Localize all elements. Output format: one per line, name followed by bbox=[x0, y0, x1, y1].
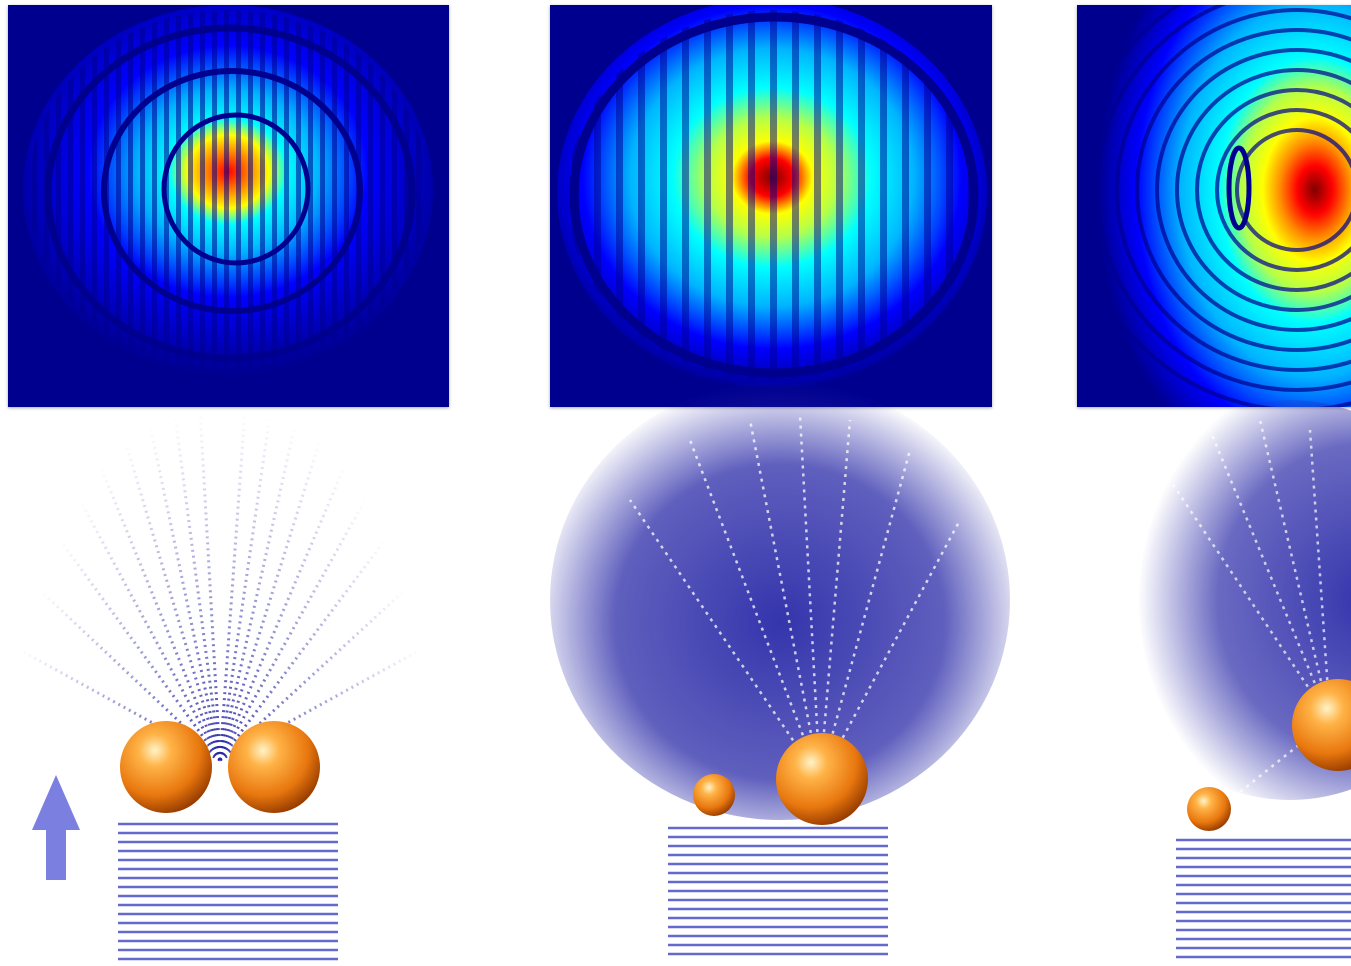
near-field-heatmap-1 bbox=[8, 5, 449, 407]
scattering-diagram-2 bbox=[550, 380, 1010, 956]
panel-asymmetric-dimer bbox=[520, 0, 1030, 966]
panel-offset-asymmetric-dimer bbox=[1060, 0, 1351, 966]
scattered-rays-3 bbox=[1168, 419, 1332, 801]
scattered-field-3 bbox=[1100, 400, 1351, 800]
incident-wavefronts-1 bbox=[118, 822, 338, 961]
incident-wavefronts-3 bbox=[1176, 838, 1351, 959]
nanoparticle-small-2 bbox=[693, 774, 735, 816]
near-field-heatmap-3 bbox=[1077, 5, 1351, 407]
nanoparticle-right-1 bbox=[228, 721, 320, 813]
nanoparticle-left-1 bbox=[120, 721, 212, 813]
panel-symmetric-dimer bbox=[0, 0, 480, 966]
scattering-diagram-3 bbox=[1100, 400, 1351, 959]
nanoparticle-small-3 bbox=[1187, 787, 1231, 831]
incident-direction-arrow bbox=[32, 775, 80, 880]
incident-wavefronts-2 bbox=[668, 826, 888, 956]
scattered-rays-1 bbox=[19, 408, 421, 762]
ring-fringes-3 bbox=[1077, 5, 1351, 407]
scattered-rays-2 bbox=[628, 414, 962, 781]
scattered-field-2 bbox=[550, 380, 1010, 820]
nanoparticle-large-3 bbox=[1292, 679, 1351, 771]
near-field-heatmap-2 bbox=[550, 5, 992, 407]
scattering-diagram-1 bbox=[19, 408, 421, 961]
nanoparticle-large-2 bbox=[776, 733, 868, 825]
